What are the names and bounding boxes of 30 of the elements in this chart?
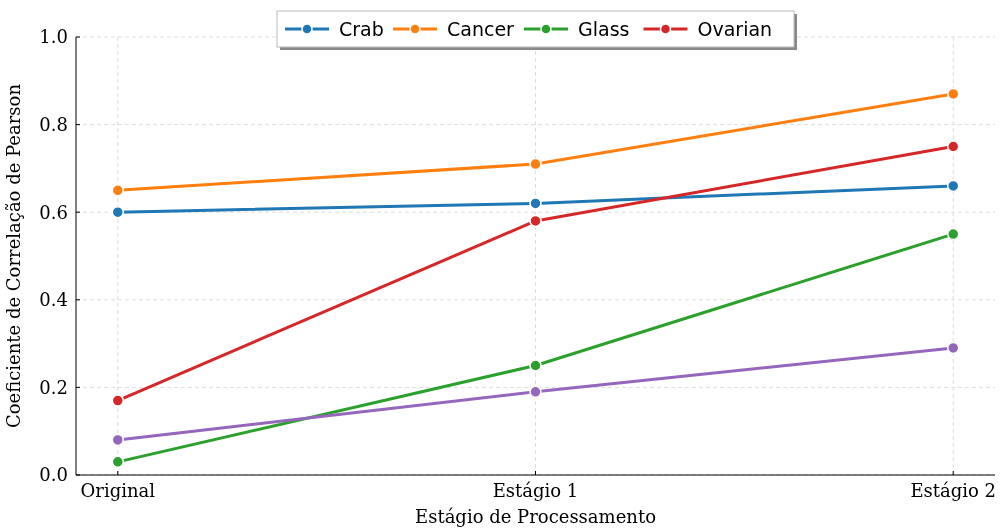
point (529, 157, 542, 171)
y-tick-label: 1.0 (39, 26, 68, 48)
x-tick-label: Estágio 1 (492, 480, 579, 501)
point (946, 179, 960, 193)
y-tick-label: 0.8 (39, 113, 68, 135)
y-axis-title: Coeficiente de Correlação de Pearson (3, 83, 24, 429)
point (529, 359, 542, 372)
x-tick-label: Original (80, 480, 156, 501)
y-tick-label: 0.4 (39, 289, 68, 311)
point (111, 394, 125, 407)
point (111, 205, 125, 219)
point (946, 341, 960, 355)
point (111, 455, 125, 469)
point (529, 197, 542, 210)
x-axis-title: Estágio de Processamento (415, 506, 656, 527)
legend-label: Glass (578, 17, 630, 40)
point (529, 214, 542, 228)
point (946, 140, 960, 153)
point (946, 87, 960, 101)
y-tick-label: 0.6 (39, 201, 68, 223)
y-tick-label: 0.2 (39, 376, 68, 398)
legend-label: Cancer (447, 17, 515, 40)
x-tick-label: Estágio 2 (910, 480, 997, 501)
legend-label: Ovarian (697, 17, 773, 40)
point (111, 433, 125, 447)
legend-label: Crab (339, 17, 384, 40)
point (111, 184, 125, 197)
point (946, 227, 960, 241)
y-tick-label: 0.0 (39, 464, 68, 486)
point (529, 385, 542, 399)
